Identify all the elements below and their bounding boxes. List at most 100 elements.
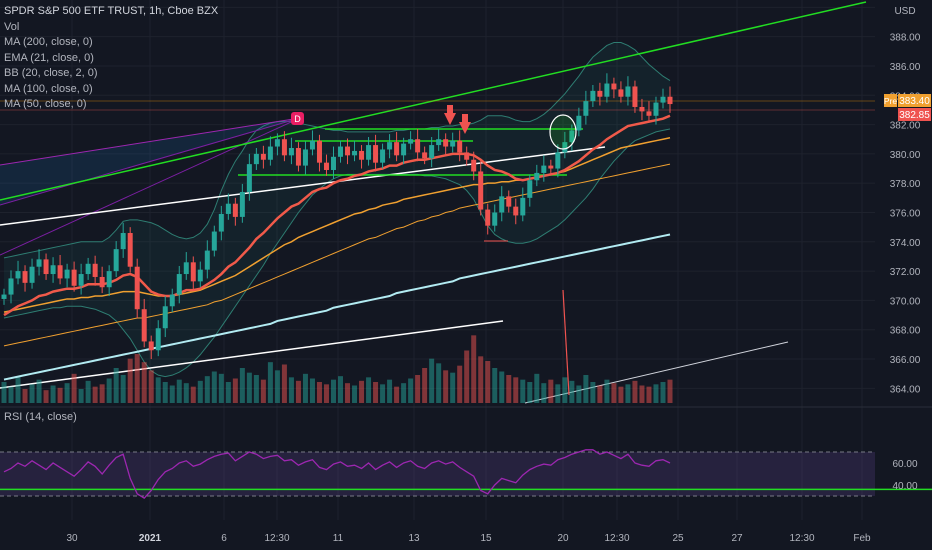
candle-body: [597, 90, 603, 97]
indicator-ema21[interactable]: EMA (21, close, 0): [4, 51, 94, 64]
candle-body: [359, 150, 365, 160]
volume-bar: [485, 361, 491, 403]
candle-body: [211, 231, 217, 251]
volume-bar: [373, 382, 379, 403]
volume-bar: [155, 377, 161, 403]
candle-body: [450, 140, 456, 147]
candle-body: [506, 196, 512, 207]
fan-line: [0, 117, 301, 166]
volume-bar: [85, 380, 91, 403]
time-tick-label: 30: [66, 533, 78, 544]
indicator-ma200[interactable]: MA (200, close, 0): [4, 36, 93, 48]
indicator-bb[interactable]: BB (20, close, 2, 0): [4, 67, 98, 79]
volume-bar: [387, 379, 393, 403]
candle-body: [246, 164, 252, 192]
candle-body: [464, 152, 470, 160]
candle-body: [485, 209, 491, 226]
time-tick-label: 11: [333, 533, 344, 544]
candle-body: [302, 149, 308, 166]
candle-body: [611, 83, 617, 90]
candle-body: [562, 142, 568, 153]
volume-bar: [106, 378, 112, 403]
down-arrow-marker: [444, 113, 456, 125]
volume-bar: [443, 370, 449, 403]
volume-bar: [302, 373, 308, 403]
candle-body: [8, 278, 14, 295]
volume-bar: [22, 389, 28, 403]
candle-body: [260, 153, 266, 160]
rsi-legend[interactable]: RSI (14, close): [4, 411, 77, 423]
volume-bar: [597, 385, 603, 403]
volume-bar: [345, 383, 351, 403]
volume-bar: [15, 377, 21, 403]
volume-bar: [408, 378, 414, 403]
candle-body: [590, 90, 596, 102]
volume-bar: [338, 376, 344, 403]
symbol-title[interactable]: SPDR S&P 500 ETF TRUST, 1h, Cboe BZX: [4, 5, 219, 17]
volume-bar: [562, 377, 568, 403]
rsi-line: [3, 449, 671, 500]
candle-body: [155, 328, 161, 351]
candle-body: [141, 309, 147, 342]
candle-body: [1, 294, 7, 299]
volume-bar: [429, 358, 435, 403]
volume-bar: [218, 373, 224, 403]
candle-body: [653, 102, 659, 116]
candle-body: [639, 106, 645, 112]
volume-bar: [618, 386, 624, 403]
volume-bar: [43, 390, 49, 403]
vol-label[interactable]: Vol: [4, 20, 20, 33]
volume-bar: [190, 386, 196, 403]
indicator-ma50[interactable]: MA (50, close, 0): [4, 98, 87, 110]
candle-body: [338, 146, 344, 157]
volume-bar: [541, 383, 547, 403]
candle-body: [29, 266, 35, 283]
last-price-badge: [898, 108, 931, 121]
ema21-line: [3, 114, 671, 317]
candle-body: [548, 165, 554, 169]
volume-bar: [436, 363, 442, 403]
chart-legend: SPDR S&P 500 ETF TRUST, 1h, Cboe BZX Vol…: [4, 4, 218, 113]
candle-body: [576, 115, 582, 131]
ma100-line: [3, 163, 671, 347]
down-arrow-marker: [447, 105, 453, 114]
volume-bar: [148, 370, 154, 403]
candle-body: [43, 259, 49, 275]
volume-bar: [50, 385, 56, 403]
volume-bar: [36, 379, 42, 403]
candle-body: [204, 250, 210, 270]
candle-body: [422, 152, 428, 159]
price-tick-label: 364.00: [890, 384, 921, 395]
price-tick-label: 372.00: [890, 267, 921, 278]
last-price-value: 382.85: [899, 110, 930, 121]
volume-bar: [583, 375, 589, 403]
volume-bar: [646, 386, 652, 403]
volume-bar: [316, 382, 322, 403]
indicator-ma100[interactable]: MA (100, close, 0): [4, 82, 93, 95]
volume-bar: [204, 376, 210, 403]
volume-bar: [134, 354, 140, 403]
candle-body: [646, 111, 652, 116]
candle-body: [57, 265, 63, 279]
volume-bar: [457, 365, 463, 403]
candle-body: [380, 149, 386, 163]
volume-bar: [513, 377, 519, 403]
volume-bar: [415, 375, 421, 403]
candle-body: [274, 139, 280, 147]
bb-fill: [4, 42, 670, 377]
candle-body: [583, 101, 589, 116]
volume-bar: [274, 370, 280, 403]
candle-body: [239, 191, 245, 217]
volume-bar: [450, 372, 456, 403]
volume-bar: [499, 371, 505, 403]
candle-body: [499, 196, 505, 213]
volume-bar: [520, 379, 526, 403]
volume-bar: [225, 382, 231, 403]
candle-body: [604, 83, 610, 97]
volume-bar: [260, 379, 266, 403]
volume-bar: [295, 380, 301, 403]
candle-body: [345, 146, 351, 156]
volume-bar: [197, 380, 203, 403]
bb-upper-line: [3, 41, 671, 259]
